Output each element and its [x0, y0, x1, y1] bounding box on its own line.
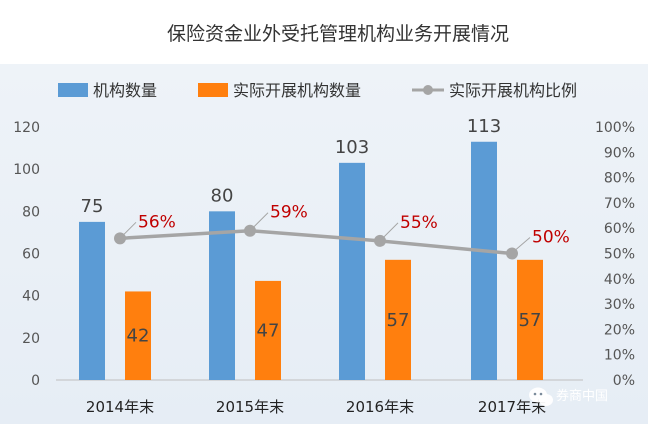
bar-active: [385, 259, 411, 380]
y-left-tick-label: 20: [22, 331, 40, 347]
bar-active: [517, 259, 543, 380]
ratio-point: [374, 234, 386, 247]
ratio-point: [506, 247, 518, 260]
x-tick-label: 2015年末: [216, 398, 284, 416]
bar-count-label: 80: [211, 185, 234, 206]
legend-swatch-active: [198, 83, 228, 97]
x-tick-label: 2017年末: [478, 398, 546, 416]
y-left-tick-label: 40: [22, 289, 40, 305]
ratio-leader-line: [253, 212, 269, 228]
y-axis-right: 0% 10% 20% 30% 40% 50% 60% 70% 80% 90% 100%: [595, 120, 635, 389]
ratio-series-line: [119, 228, 513, 256]
y-right-tick-label: 30%: [604, 297, 635, 313]
ratio-label: 59%: [270, 203, 308, 223]
y-right-tick-label: 90%: [604, 145, 635, 161]
legend-label-active: 实际开展机构数量: [233, 81, 361, 100]
y-left-tick-label: 100: [13, 162, 40, 178]
x-tick-label: 2016年末: [346, 398, 414, 416]
ratio-label: 56%: [138, 212, 176, 232]
ratio-point: [244, 224, 256, 237]
bar-active: [125, 291, 151, 380]
bar-active-label: 57: [519, 310, 542, 331]
bar-count-label: 103: [335, 137, 369, 158]
bar-active-label: 47: [257, 320, 280, 341]
y-left-tick-label: 60: [22, 247, 40, 263]
y-right-tick-label: 40%: [604, 272, 635, 288]
bars: [79, 141, 543, 380]
data-labels: 75 80 103 113 42 47 57 57 56% 59% 55% 50%: [81, 116, 570, 347]
ratio-label: 50%: [532, 228, 570, 248]
y-right-tick-label: 80%: [604, 171, 635, 187]
bar-active-label: 57: [387, 310, 410, 331]
legend-marker-ratio: [423, 85, 433, 95]
ratio-label: 55%: [400, 213, 438, 233]
bar-count-label: 113: [467, 116, 501, 137]
bar-count: [209, 211, 235, 380]
legend-label-ratio: 实际开展机构比例: [449, 81, 577, 100]
watermark: 券商中国: [529, 387, 608, 406]
y-axis-left: 0 20 40 60 80 100 120: [13, 120, 40, 389]
x-axis: 2014年末 2015年末 2016年末 2017年末: [86, 398, 546, 416]
y-right-tick-label: 100%: [595, 120, 635, 136]
ratio-line: [114, 212, 531, 260]
y-right-tick-label: 0%: [613, 373, 635, 389]
y-right-tick-label: 60%: [604, 221, 635, 237]
x-tick-label: 2014年末: [86, 398, 154, 416]
y-left-tick-label: 120: [13, 120, 40, 136]
y-left-tick-label: 80: [22, 204, 40, 220]
ratio-leader-line: [515, 237, 531, 250]
chart-title: 保险资金业外受托管理机构业务开展情况: [167, 23, 509, 45]
bar-active: [255, 280, 281, 380]
y-right-tick-label: 50%: [604, 247, 635, 263]
bar-count: [339, 162, 365, 380]
ratio-point: [114, 232, 126, 245]
bar-count-label: 75: [81, 196, 104, 217]
bar-count: [79, 221, 105, 380]
wechat-icon: [529, 387, 553, 406]
bar-count: [471, 141, 497, 380]
watermark-text: 券商中国: [556, 388, 608, 404]
bar-active-label: 42: [127, 326, 150, 347]
y-right-tick-label: 20%: [604, 322, 635, 338]
ratio-leader-line: [383, 222, 399, 238]
legend: 机构数量 实际开展机构数量 实际开展机构比例: [58, 81, 577, 100]
y-left-tick-label: 0: [31, 373, 40, 389]
ratio-leader-line: [123, 221, 137, 235]
y-right-tick-label: 70%: [604, 196, 635, 212]
y-right-tick-label: 10%: [604, 348, 635, 364]
legend-swatch-count: [58, 83, 88, 97]
legend-label-count: 机构数量: [93, 81, 157, 100]
